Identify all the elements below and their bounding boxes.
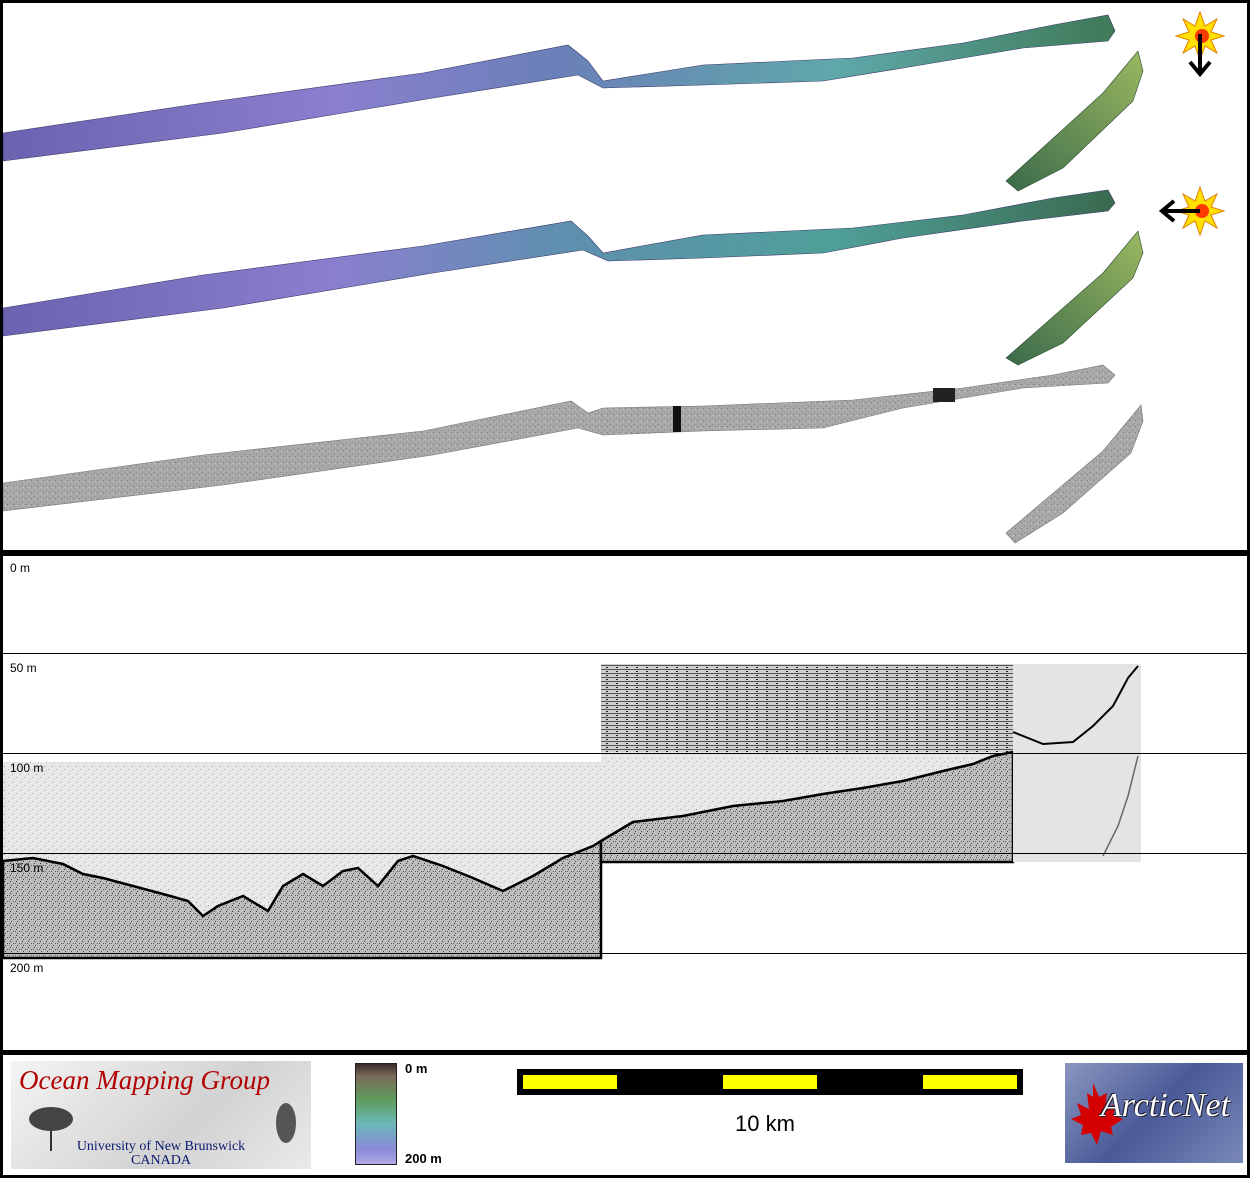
colorbar-bottom-label: 200 m	[405, 1151, 442, 1166]
depth-label-0: 0 m	[10, 561, 31, 575]
depth-label-50: 50 m	[10, 661, 37, 675]
subbottom-profile-panel: 0 m 50 m 100 m 150 m 200 m	[3, 556, 1247, 1050]
bathymetry-swath-1-spur	[1005, 50, 1144, 192]
backscatter-swath-spur	[1005, 404, 1144, 544]
depth-gridline	[3, 653, 1247, 654]
backscatter-dark-patch	[933, 388, 955, 402]
omg-logo-graphic	[29, 1103, 296, 1151]
profile-segment-right	[1013, 664, 1141, 862]
backscatter-dark-patch	[673, 406, 681, 432]
depth-colorbar	[355, 1063, 397, 1165]
sun-arrow-down-icon	[1174, 10, 1226, 78]
depth-label-150: 150 m	[10, 861, 44, 875]
bathymetry-swath-2	[3, 189, 1116, 337]
profile-segment-middle-top	[601, 664, 1013, 752]
scale-bar-segment	[723, 1075, 817, 1089]
colorbar-top-label: 0 m	[405, 1061, 428, 1076]
sun-arrow-left-icon	[1158, 185, 1226, 237]
scale-bar-segment	[923, 1075, 1017, 1089]
bathymetry-swath-2-spur	[1005, 230, 1144, 366]
ocean-mapping-group-logo: Ocean Mapping Group University of New Br…	[11, 1061, 311, 1169]
depth-label-200: 200 m	[10, 961, 44, 975]
legend-footer: Ocean Mapping Group University of New Br…	[3, 1055, 1247, 1175]
scale-bar-segment	[523, 1075, 617, 1089]
omg-logo-title: Ocean Mapping Group	[19, 1065, 270, 1095]
seafloor-echo-right	[1012, 665, 1139, 746]
depth-gridline	[3, 753, 1247, 754]
swath-map	[3, 10, 1226, 544]
arcticnet-logo-text: ArcticNet	[1101, 1087, 1231, 1124]
seafloor-echo-left	[3, 838, 603, 960]
swath-map-panel	[3, 3, 1247, 550]
omg-logo-university: University of New Brunswick	[76, 1139, 246, 1154]
subbottom-profile	[3, 664, 1141, 960]
maple-leaf-icon	[1071, 1083, 1123, 1145]
backscatter-swath	[3, 364, 1116, 512]
seafloor-multiple-right	[1102, 755, 1139, 857]
arcticnet-logo: ArcticNet	[1065, 1063, 1243, 1163]
depth-gridline	[3, 853, 1247, 854]
scale-bar	[517, 1069, 1023, 1095]
omg-logo-country: CANADA	[131, 1153, 191, 1168]
depth-label-100: 100 m	[10, 761, 44, 775]
scale-bar-label: 10 km	[735, 1111, 795, 1136]
bathymetry-swath-1	[3, 14, 1116, 162]
depth-gridline	[3, 953, 1247, 954]
